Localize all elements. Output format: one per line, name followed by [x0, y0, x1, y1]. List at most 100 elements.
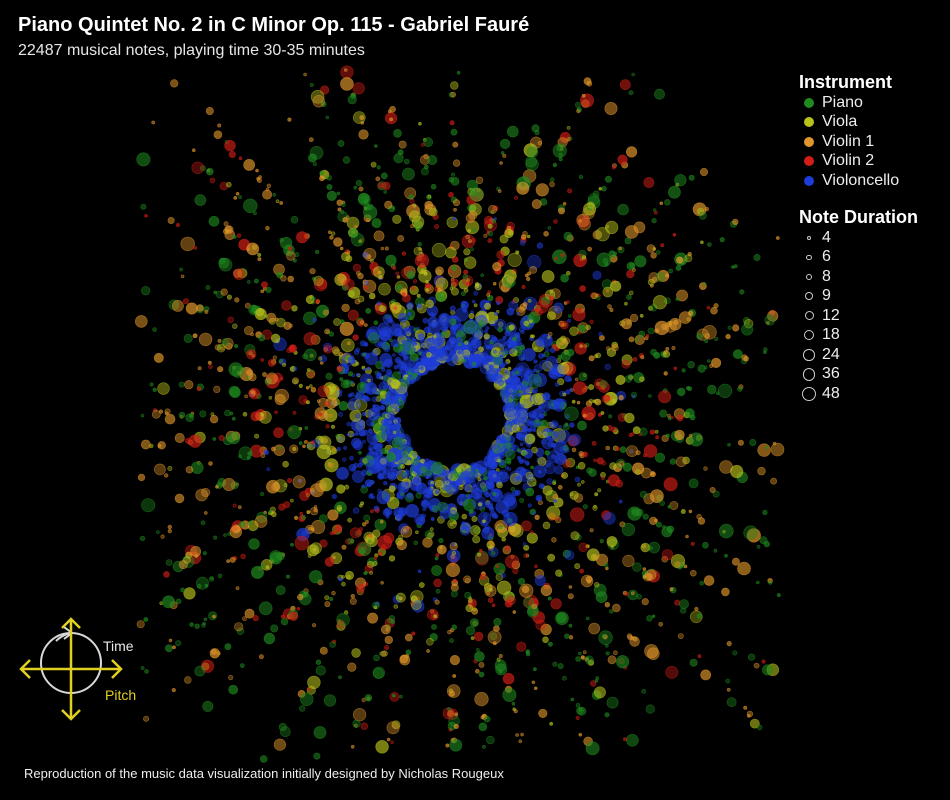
note-point — [756, 724, 763, 731]
note-point — [615, 374, 626, 385]
note-point — [525, 651, 531, 657]
note-point — [621, 522, 636, 537]
note-point — [562, 337, 571, 345]
note-point — [323, 344, 333, 354]
note-point — [180, 274, 185, 279]
note-point — [645, 334, 650, 338]
note-point — [405, 503, 419, 518]
note-point — [400, 464, 405, 469]
note-point — [488, 356, 494, 363]
note-point — [420, 167, 429, 176]
note-point — [658, 390, 672, 404]
note-point — [504, 449, 516, 460]
duration-size-icon — [803, 330, 815, 341]
note-point — [210, 412, 215, 417]
note-point — [674, 599, 681, 606]
note-point — [690, 541, 695, 546]
note-point — [544, 463, 556, 475]
note-point — [189, 413, 194, 419]
note-point — [496, 250, 505, 260]
note-point — [539, 413, 545, 419]
note-point — [503, 511, 518, 527]
note-point — [574, 476, 581, 483]
note-point — [296, 606, 301, 611]
note-point — [409, 450, 418, 459]
note-point — [557, 663, 564, 670]
note-point — [594, 354, 599, 359]
instrument-legend-item: Violin 2 — [799, 152, 949, 172]
note-point — [523, 553, 529, 558]
note-point — [506, 424, 511, 428]
note-point — [665, 666, 679, 679]
note-point — [423, 271, 428, 276]
note-point — [341, 202, 346, 207]
note-point — [151, 120, 156, 125]
note-point — [447, 351, 458, 362]
note-point — [288, 611, 299, 621]
note-point — [421, 359, 428, 366]
note-point — [418, 582, 425, 588]
note-point — [310, 440, 315, 445]
note-point — [196, 304, 204, 312]
note-point — [547, 431, 553, 437]
note-point — [463, 477, 469, 483]
note-point — [431, 243, 447, 258]
note-point — [542, 521, 551, 530]
note-point — [394, 407, 400, 413]
note-point — [427, 155, 438, 166]
note-point — [450, 91, 457, 98]
note-point — [405, 649, 412, 656]
duration-legend-title: Note Duration — [799, 207, 918, 227]
note-point — [558, 425, 562, 429]
note-point — [266, 467, 271, 472]
note-point — [664, 199, 671, 206]
note-point — [488, 205, 498, 215]
note-point — [534, 564, 538, 569]
note-point — [410, 285, 416, 291]
duration-legend-item: 12 — [799, 306, 949, 326]
note-point — [397, 312, 408, 323]
note-point — [646, 647, 660, 661]
note-point — [415, 530, 419, 535]
note-point — [438, 317, 447, 327]
note-point — [362, 429, 369, 436]
note-point — [607, 655, 617, 665]
note-point — [430, 480, 434, 485]
duration-legend-item: 48 — [799, 384, 949, 404]
note-point — [485, 501, 492, 508]
note-point — [486, 540, 495, 549]
note-point — [374, 507, 380, 513]
instrument-legend-item: Violin 1 — [799, 132, 949, 152]
note-point — [337, 207, 342, 212]
note-point — [672, 233, 677, 237]
note-point — [171, 299, 184, 312]
note-point — [661, 549, 673, 561]
note-point — [732, 650, 738, 656]
note-point — [579, 568, 584, 574]
note-point — [287, 117, 292, 122]
note-point — [203, 617, 208, 622]
duration-legend-label: 6 — [822, 248, 831, 266]
note-point — [348, 227, 359, 238]
note-point — [141, 286, 151, 296]
note-point — [569, 492, 574, 497]
note-point — [392, 353, 396, 357]
note-point — [492, 262, 502, 272]
note-point — [654, 88, 665, 100]
note-point — [511, 418, 517, 423]
note-point — [491, 218, 497, 224]
note-point — [164, 411, 169, 416]
note-point — [397, 235, 405, 242]
note-point — [400, 492, 404, 496]
note-point — [356, 403, 361, 407]
note-point — [696, 436, 701, 442]
instrument-swatch-icon — [805, 176, 813, 185]
note-point — [184, 380, 194, 390]
note-point — [403, 158, 410, 165]
note-point — [202, 551, 207, 556]
note-point — [510, 394, 516, 400]
note-point — [338, 675, 342, 680]
note-point — [652, 295, 668, 310]
note-point — [244, 608, 255, 619]
note-point — [393, 153, 404, 164]
